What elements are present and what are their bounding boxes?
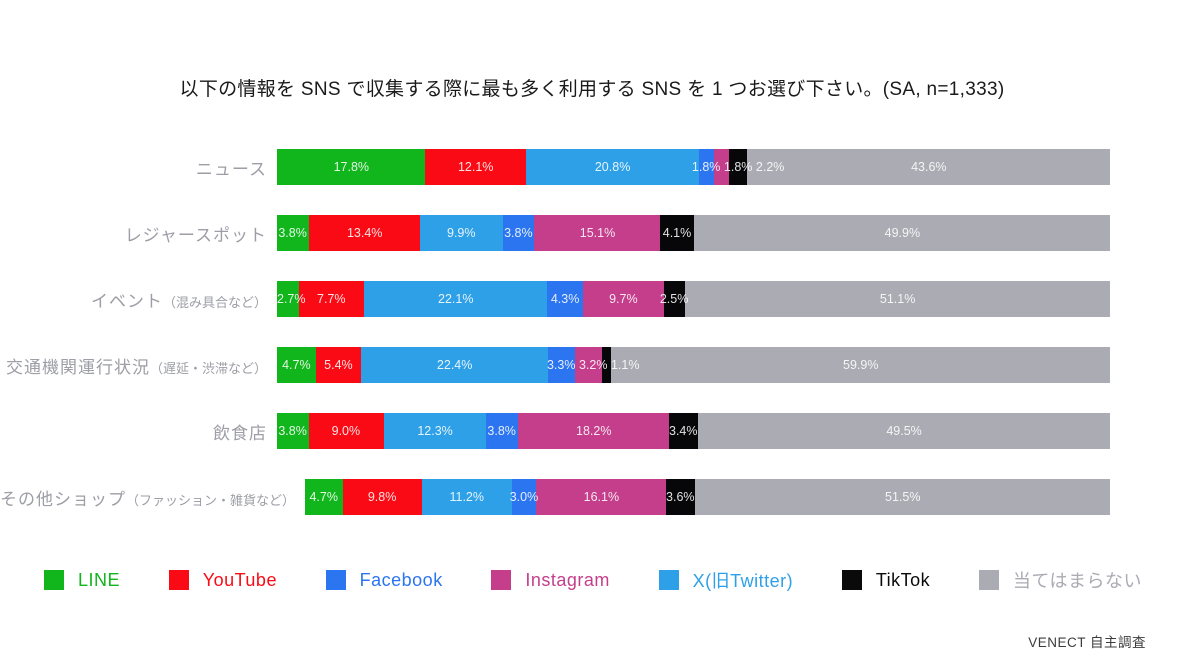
bar-segment-line [277, 347, 317, 383]
legend-label: YouTube [202, 569, 277, 590]
bar-segment-facebook [502, 215, 535, 251]
bar-segment-- [695, 479, 1110, 515]
bar-segment-x-twitter- [421, 479, 513, 515]
bar-segment-x-twitter- [420, 215, 503, 251]
legend-label: TikTok [875, 569, 931, 590]
category-label: 飲食店 [213, 423, 267, 443]
bar-segment-line [305, 479, 343, 515]
bar-segment-line [277, 149, 426, 185]
legend-swatch-icon [325, 570, 346, 590]
bar-segment-- [747, 149, 1110, 185]
legend-label: Facebook [359, 569, 443, 590]
bar-track: 17.8% 12.1% 20.8% 1.8% 1.8% 2.2% 43.6% [277, 149, 1110, 185]
bar-segment-instagram [713, 149, 729, 185]
bar-segment-tiktok [669, 413, 698, 449]
bar-segment-instagram [517, 413, 670, 449]
bar-track: 4.7% 5.4% 22.4% 3.3% 3.2% 1.1% 59.9% [277, 347, 1110, 383]
legend-item-youtube: YouTube [168, 569, 277, 591]
bar-segment-tiktok [666, 479, 695, 515]
bar-segment-x-twitter- [525, 149, 699, 185]
bar-segment-line [277, 215, 309, 251]
category-label: レジャースポット [124, 225, 267, 245]
bar-segment-x-twitter- [363, 281, 548, 317]
bar-track: 3.8% 13.4% 9.9% 3.8% 15.1% 4.1% 49.9% [277, 215, 1110, 251]
legend-swatch-icon [44, 570, 64, 590]
bar-segment-facebook [698, 149, 714, 185]
bar-segment-tiktok [601, 347, 612, 383]
source-note: VENECT 自主調査 [1028, 635, 1146, 650]
category-label: イベント（混み具合など） [90, 291, 267, 311]
chart-row: 飲食店 3.8% 9.0% 12.3% 3.8% 18.2% 3.4% 49.5% [0, 398, 1184, 464]
bar-segment-tiktok [660, 215, 695, 251]
bar-segment-facebook [547, 347, 576, 383]
bar-segment-instagram [534, 215, 661, 251]
bar-segment-youtube [308, 413, 384, 449]
chart-row: 交通機関運行状況（遅延・渋滞など） 4.7% 5.4% 22.4% 3.3% 3.2% 1.… [0, 332, 1184, 398]
legend-item--: 当てはまらない [978, 567, 1142, 593]
bar-segment-youtube [308, 215, 421, 251]
chart-row: その他ショップ（ファッション・雑貨など） 4.7% 9.8% 11.2% 3.0% 16.… [0, 464, 1184, 530]
legend-swatch-icon [841, 570, 862, 590]
bar-segment-facebook [547, 281, 584, 317]
legend-swatch-icon [491, 570, 512, 590]
category-label: ニュース [195, 159, 267, 179]
bar-segment-instagram [536, 479, 666, 515]
bar-segment-tiktok [728, 149, 748, 185]
bar-track: 4.7% 9.8% 11.2% 3.0% 16.1% 3.6% 51.5% [305, 479, 1110, 515]
bar-segment-youtube [425, 149, 526, 185]
bar-segment-facebook [512, 479, 537, 515]
legend-item-instagram: Instagram [491, 570, 610, 591]
category-sublabel: （遅延・渋滞など） [149, 360, 267, 376]
bar-track: 2.7% 7.7% 22.1% 4.3% 9.7% 2.5% 51.1% [277, 281, 1110, 317]
bar-segment-line [277, 281, 300, 317]
chart-row: レジャースポット 3.8% 13.4% 9.9% 3.8% 15.1% 4.1% 49.9% [0, 200, 1184, 266]
legend-label: Instagram [525, 569, 610, 590]
bar-segment-x-twitter- [383, 413, 487, 449]
legend-item-line: LINE [44, 570, 120, 591]
category-sublabel: （ファッション・雑貨など） [126, 492, 296, 508]
bar-segment-youtube [342, 479, 422, 515]
legend-item-tiktok: TikTok [841, 569, 931, 591]
bar-segment-tiktok [663, 281, 685, 317]
chart-title: 以下の情報を SNS で収集する際に最も多く利用する SNS を 1 つお選び下… [179, 79, 1005, 100]
bar-segment-- [694, 215, 1110, 251]
bar-segment-- [611, 347, 1110, 383]
bar-segment-line [277, 413, 309, 449]
chart-legend: LINE YouTube Facebook Instagram X(旧Twitter) T… [44, 566, 1142, 594]
legend-item-facebook: Facebook [325, 569, 443, 591]
legend-swatch-icon [978, 570, 999, 590]
bar-segment-youtube [316, 347, 362, 383]
stacked-bar-chart: ニュース 17.8% 12.1% 20.8% 1.8% 1.8% 2.2% 43.6% レジャー… [0, 134, 1184, 530]
category-label: 交通機関運行状況（遅延・渋滞など） [5, 357, 267, 377]
bar-segment-x-twitter- [361, 347, 548, 383]
chart-row: ニュース 17.8% 12.1% 20.8% 1.8% 1.8% 2.2% 43.6% [0, 134, 1184, 200]
bar-segment-instagram [575, 347, 602, 383]
bar-segment-facebook [486, 413, 518, 449]
category-sublabel: （混み具合など） [162, 294, 267, 310]
bar-segment-instagram [583, 281, 664, 317]
legend-swatch-icon [168, 570, 189, 590]
chart-row: イベント（混み具合など） 2.7% 7.7% 22.1% 4.3% 9.7% 2.5% 51.… [0, 266, 1184, 332]
legend-label: X(旧Twitter) [692, 571, 794, 591]
legend-swatch-icon [658, 570, 679, 590]
category-label: その他ショップ（ファッション・雑貨など） [0, 489, 296, 509]
bar-track: 3.8% 9.0% 12.3% 3.8% 18.2% 3.4% 49.5% [277, 413, 1110, 449]
legend-label: LINE [78, 569, 121, 590]
legend-label: 当てはまらない [1012, 571, 1142, 591]
legend-item-x-twitter-: X(旧Twitter) [658, 567, 794, 593]
bar-segment-- [684, 281, 1110, 317]
bar-segment-- [697, 413, 1110, 449]
bar-segment-youtube [299, 281, 364, 317]
